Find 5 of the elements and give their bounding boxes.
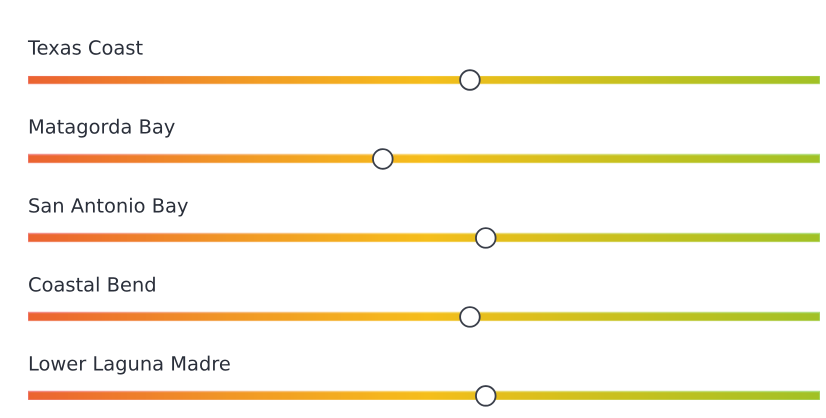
y-tick-label: Lower Laguna Madre xyxy=(30,356,230,374)
y-tick-label: Matagorda Bay xyxy=(30,118,175,138)
y-tick-label: Coastal Bend xyxy=(29,276,155,292)
y-tick-label: San Antonio Bay xyxy=(29,198,188,217)
y-tick-label: Texas Coast xyxy=(28,40,143,55)
